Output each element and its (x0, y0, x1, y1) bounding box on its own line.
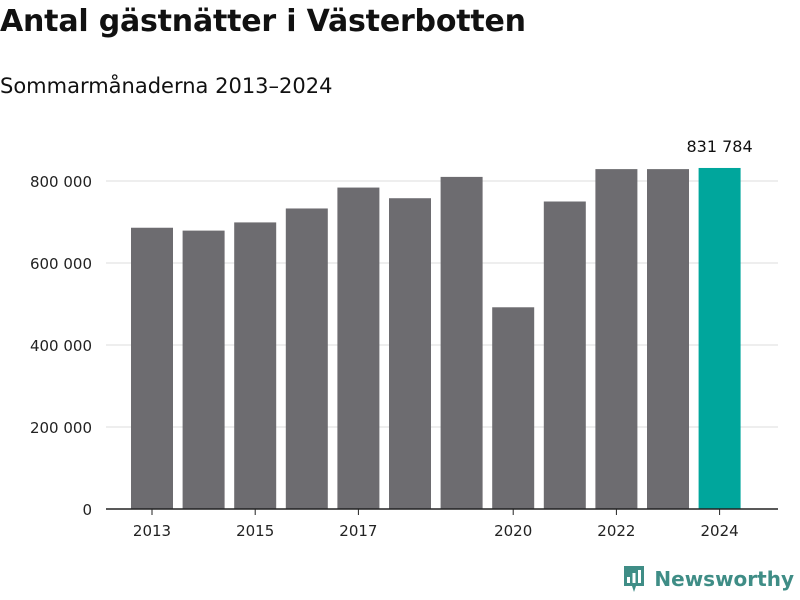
bar-2024 (698, 167, 741, 509)
bar-2016 (285, 208, 328, 509)
bar-2019 (440, 176, 483, 509)
bar-2020 (492, 307, 535, 509)
logo-text: Newsworthy (654, 567, 794, 591)
bar-2014 (182, 230, 225, 510)
chart-title: Antal gästnätter i Västerbotten (0, 4, 526, 39)
x-tick-label: 2024 (701, 522, 739, 540)
data-label: 831 784 (687, 137, 753, 156)
x-tick-label: 2022 (597, 522, 635, 540)
y-tick-label: 600 000 (30, 255, 92, 273)
bar-2022 (595, 169, 638, 510)
y-tick-label: 200 000 (30, 419, 92, 437)
bar-2013 (131, 227, 173, 510)
y-tick-label: 400 000 (30, 337, 92, 355)
bar-2018 (389, 198, 431, 509)
x-tick-label: 2017 (339, 522, 377, 540)
y-tick-label: 0 (82, 501, 92, 519)
newsworthy-logo: Newsworthy (622, 564, 794, 594)
bar-2023 (647, 169, 689, 510)
y-tick-label: 800 000 (30, 173, 92, 191)
bars (131, 167, 741, 510)
chart-subtitle: Sommarmånaderna 2013–2024 (0, 74, 333, 98)
x-tick-label: 2015 (236, 522, 274, 540)
x-tick-label: 2020 (494, 522, 532, 540)
x-tick-label: 2013 (133, 522, 171, 540)
axes: 0 200 000 400 000 600 000 800 000 2013 2015 201… (30, 137, 778, 540)
bar-chart-icon (622, 564, 646, 594)
bar-2015 (234, 222, 277, 509)
bar-2021 (543, 201, 586, 509)
bar-2017 (337, 187, 380, 509)
